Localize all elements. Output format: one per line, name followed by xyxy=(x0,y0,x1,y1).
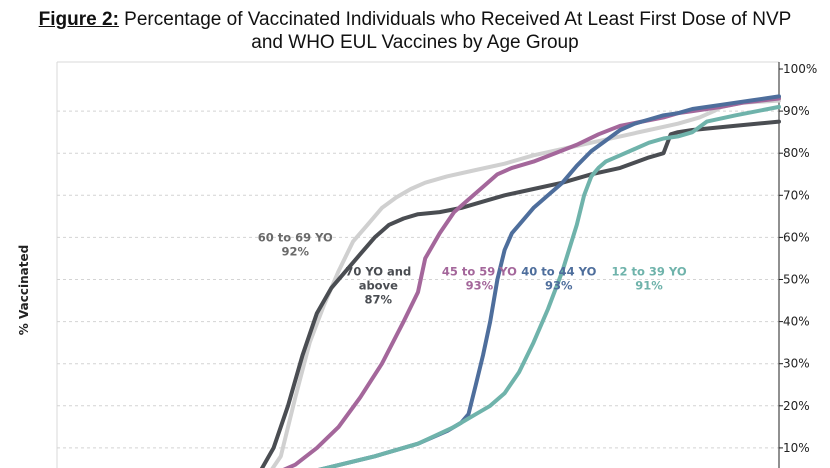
series-label-line: 93% xyxy=(545,278,573,292)
series-line-s12 xyxy=(318,104,781,468)
series-lines xyxy=(259,94,781,468)
series-label-s60: 60 to 69 YO 92% xyxy=(258,231,333,259)
series-label-line: above xyxy=(359,278,398,292)
series-label-line: 70 YO and xyxy=(345,264,411,278)
series-label-line: 87% xyxy=(365,292,393,306)
y-tick-label-70: 70% xyxy=(783,188,810,202)
y-tick-label-50: 50% xyxy=(783,273,810,287)
series-labels: 60 to 69 YO 92% 70 YO and above 87% 45 to 59 … xyxy=(258,231,687,307)
y-tick-label-80: 80% xyxy=(783,146,810,160)
series-label-line: 92% xyxy=(281,245,309,259)
series-label-line: 93% xyxy=(466,278,494,292)
y-axis-label: % Vaccinated xyxy=(17,245,31,335)
y-tick-label-60: 60% xyxy=(783,230,810,244)
series-label-line: 45 to 59 YO xyxy=(442,264,517,278)
series-label-line: 12 to 39 YO xyxy=(611,264,686,278)
y-tick-label-90: 90% xyxy=(783,104,810,118)
y-tick-label-30: 30% xyxy=(783,357,810,371)
title-line-2: and WHO EUL Vaccines by Age Group xyxy=(251,32,579,53)
chart-title: Figure 2: Percentage of Vaccinated Indiv… xyxy=(0,8,830,54)
figure-number: Figure 2: xyxy=(38,9,119,30)
gridlines xyxy=(57,110,779,449)
y-tick-label-20: 20% xyxy=(783,399,810,413)
series-label-line: 60 to 69 YO xyxy=(258,231,333,245)
y-tick-label-100: 100% xyxy=(783,62,817,76)
series-label-s45: 45 to 59 YO 93% xyxy=(442,264,517,292)
series-label-line: 91% xyxy=(635,278,663,292)
y-tick-label-10: 10% xyxy=(783,441,810,455)
series-line-s70 xyxy=(259,119,781,468)
series-label-s12: 12 to 39 YO 91% xyxy=(611,264,686,292)
series-line-s60 xyxy=(270,98,781,468)
title-line-1: Figure 2: Percentage of Vaccinated Indiv… xyxy=(0,8,830,31)
title-text-1: Percentage of Vaccinated Individuals who… xyxy=(118,9,792,30)
series-label-line: 40 to 44 YO xyxy=(521,264,596,278)
y-axis-ticks: 10% 20% 30% 40% 50% 60% 70% 80% 90% 100% xyxy=(779,62,817,455)
series-label-s70: 70 YO and above 87% xyxy=(345,264,411,306)
y-tick-label-40: 40% xyxy=(783,315,810,329)
series-label-s40: 40 to 44 YO 93% xyxy=(521,264,596,292)
